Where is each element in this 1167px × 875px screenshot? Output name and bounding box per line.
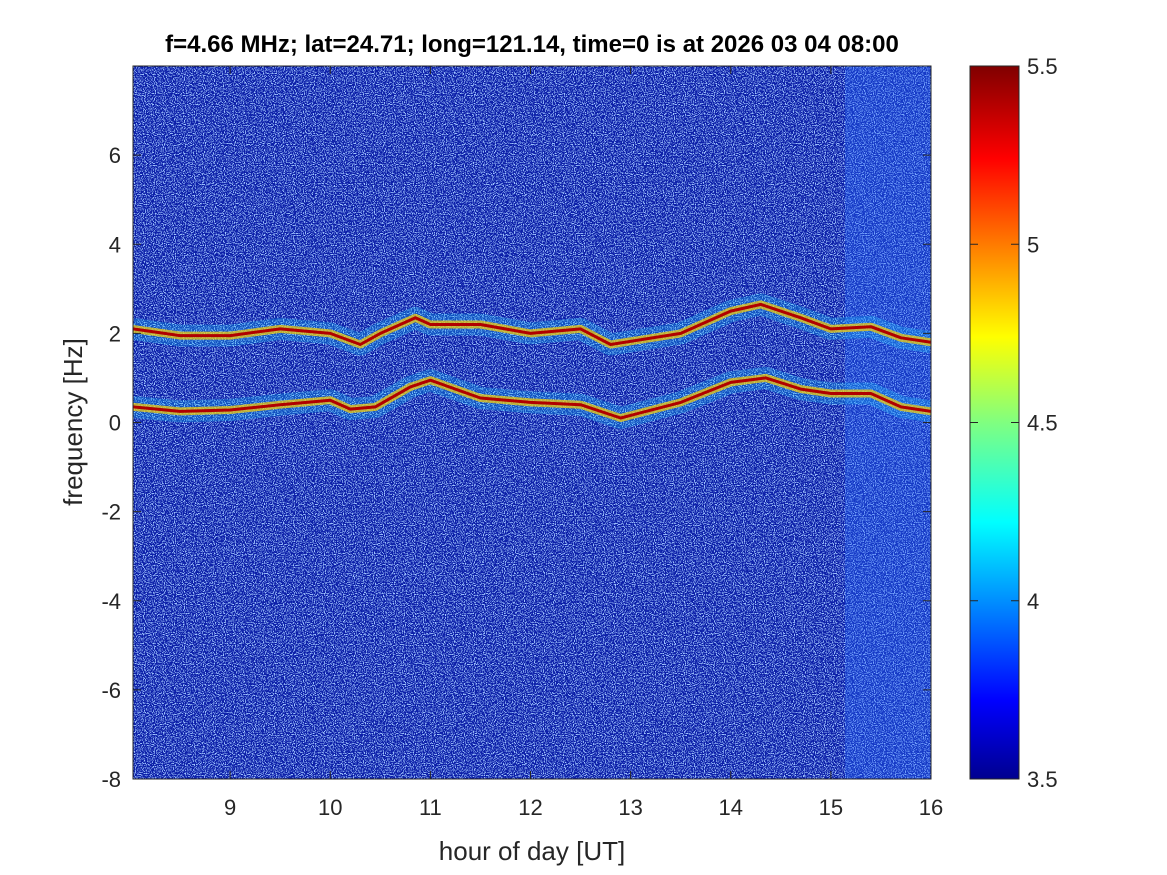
- x-axis-ticks: 9 10 11 12 13 14 15 16: [224, 66, 943, 820]
- x-tick-label: 13: [618, 795, 642, 820]
- y-axis-ticks: -8 -6 -4 -2 0 2 4 6: [101, 143, 931, 792]
- y-tick-label: -2: [101, 500, 121, 525]
- colorbar-tick-label: 4.5: [1027, 411, 1058, 436]
- x-tick-label: 16: [919, 795, 943, 820]
- y-tick-label: 2: [109, 321, 121, 346]
- echo-traces: [133, 293, 931, 429]
- trace-0-core: [133, 376, 931, 420]
- colorbar-gradient: [969, 65, 1020, 780]
- x-tick-label: 14: [719, 795, 743, 820]
- colorbar-tick-label: 5: [1027, 232, 1039, 257]
- y-tick-label: -6: [101, 678, 121, 703]
- y-axis-label: frequency [Hz]: [58, 338, 88, 506]
- colorbar: 3.5 4 4.5 5 5.5: [969, 54, 1058, 792]
- trace-1-core: [133, 302, 931, 346]
- x-tick-label: 12: [518, 795, 542, 820]
- colorbar-tick-label: 4: [1027, 589, 1039, 614]
- x-tick-label: 9: [224, 795, 236, 820]
- x-tick-label: 10: [318, 795, 342, 820]
- x-tick-label: 15: [819, 795, 843, 820]
- y-tick-label: 0: [109, 411, 121, 436]
- colorbar-tick-label: 3.5: [1027, 767, 1058, 792]
- plot-area: [133, 66, 931, 779]
- colorbar-ticks: 3.5 4 4.5 5 5.5: [970, 54, 1058, 792]
- y-tick-label: 4: [109, 232, 121, 257]
- colorbar-tick-label: 5.5: [1027, 54, 1058, 79]
- x-tick-label: 11: [419, 795, 442, 820]
- y-tick-label: -8: [101, 767, 121, 792]
- y-tick-label: 6: [109, 143, 121, 168]
- noise-speckle: [133, 66, 931, 779]
- y-tick-label: -4: [101, 589, 121, 614]
- x-axis-label: hour of day [UT]: [439, 836, 625, 866]
- late-hour-noise-band: [845, 66, 931, 779]
- chart-title: f=4.66 MHz; lat=24.71; long=121.14, time…: [165, 31, 899, 58]
